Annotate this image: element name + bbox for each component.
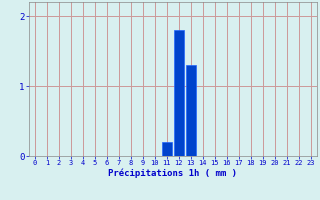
Bar: [186, 65, 196, 156]
X-axis label: Précipitations 1h ( mm ): Précipitations 1h ( mm ): [108, 169, 237, 178]
Bar: [162, 142, 172, 156]
Bar: [174, 30, 184, 156]
